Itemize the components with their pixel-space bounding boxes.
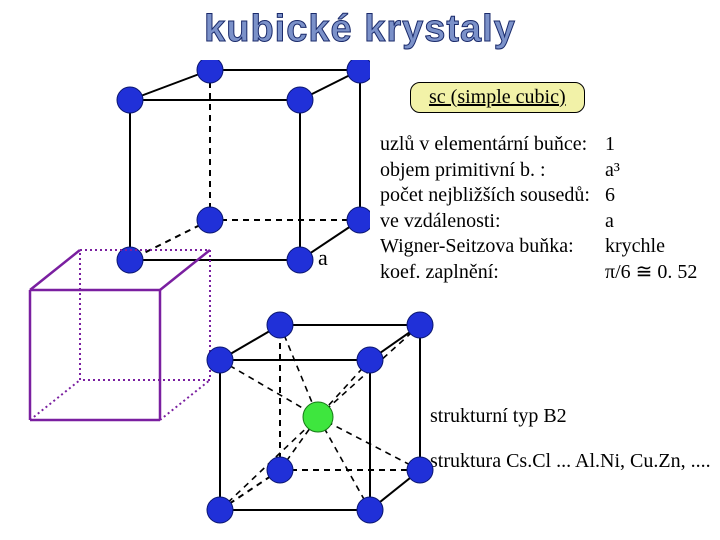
page-title: kubické krystaly <box>204 8 516 51</box>
structure-examples: struktura Cs.Cl ... Al.Ni, Cu.Zn, .... <box>430 450 711 473</box>
prop-label: koef. zaplnění: <box>380 260 605 286</box>
properties-list: uzlů v elementární buňce:1 objem primiti… <box>380 132 697 286</box>
prop-label: počet nejbližších sousedů: <box>380 183 605 209</box>
prop-value: krychle <box>605 234 665 260</box>
prop-label: ve vzdálenosti: <box>380 209 605 235</box>
prop-value: 1 <box>605 132 615 158</box>
prop-label: uzlů v elementární buňce: <box>380 132 605 158</box>
prop-value: π/6 ≅ 0. 52 <box>605 260 697 286</box>
structure-type: strukturní typ B2 <box>430 405 567 428</box>
b2-structure-diagram <box>190 310 440 540</box>
outline-cube-diagram <box>10 230 220 430</box>
prop-label: objem primitivní b. : <box>380 158 605 184</box>
prop-value: a <box>605 209 614 235</box>
prop-value: a³ <box>605 158 620 184</box>
prop-value: 6 <box>605 183 615 209</box>
prop-label: Wigner-Seitzova buňka: <box>380 234 605 260</box>
structure-badge: sc (simple cubic) <box>410 82 585 113</box>
